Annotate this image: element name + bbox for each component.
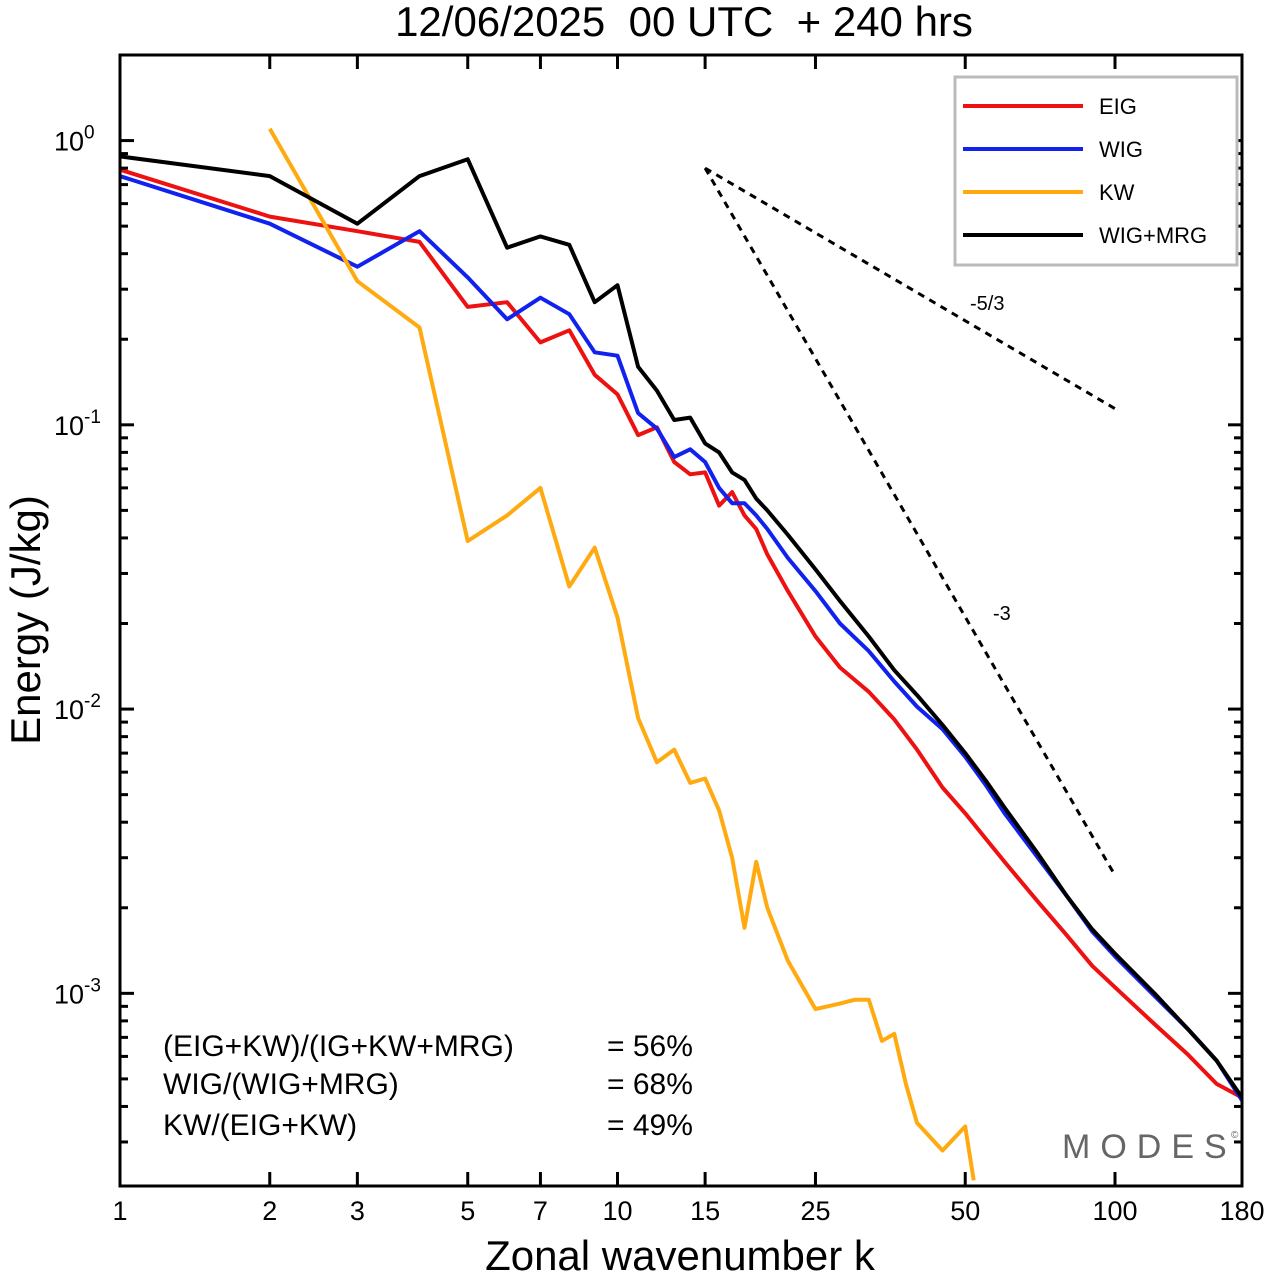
plot-frame [118,53,1244,1188]
x-tick-label: 25 [800,1196,830,1226]
copyright-mark: © [1231,1130,1239,1141]
series-line-wig-mrg [120,154,1242,1099]
x-tick-label: 2 [262,1196,277,1226]
series-line-eig [120,167,1242,1100]
legend: EIG WIG KW WIG+MRG [953,75,1239,267]
y-tick-label: 10-2 [54,691,101,725]
ratio-label: KW/(EIG+KW) [163,1109,357,1142]
ratio-value: = 56% [607,1030,693,1063]
reference-slope-label: -5/3 [970,293,1004,315]
x-tick-label: 7 [533,1196,548,1226]
ratio-value: = 68% [607,1068,693,1101]
y-tick-label: 100 [54,123,95,157]
x-tick-label: 10 [602,1196,632,1226]
chart-title: 12/06/2025 00 UTC + 240 hrs [395,0,973,45]
y-tick-label: 10-1 [54,407,101,441]
reference-slope-line [703,167,1117,877]
legend-label: WIG [1099,137,1143,162]
ratio-annotations: (EIG+KW)/(IG+KW+MRG) = 56% WIG/(WIG+MRG)… [163,1030,693,1142]
x-tick-label: 1 [112,1196,127,1226]
ratio-value: = 49% [607,1109,693,1142]
x-tick-label: 15 [690,1196,720,1226]
axis-ticks: 1 2 3 5 7 10 15 25 50 100 180 100 10-1 10-2 10-3 [54,53,1265,1226]
x-axis-label: Zonal wavenumber k [485,1232,876,1279]
ratio-label: WIG/(WIG+MRG) [163,1068,399,1101]
x-tick-label: 5 [460,1196,475,1226]
reference-slope-line [704,166,1116,410]
legend-label: WIG+MRG [1099,223,1207,248]
legend-label: EIG [1099,94,1137,119]
y-axis-label: Energy (J/kg) [2,495,49,745]
modes-watermark: MODES [1062,1128,1237,1166]
legend-label: KW [1099,180,1135,205]
reference-slope-label: -3 [993,603,1011,625]
ratio-label: (EIG+KW)/(IG+KW+MRG) [163,1030,514,1063]
series-layer [120,127,1242,1181]
y-tick-label: 10-3 [54,975,101,1009]
reference-slopes: -5/3 -3 [703,166,1117,877]
series-line-kw [268,127,976,1181]
x-tick-label: 100 [1092,1196,1137,1226]
x-tick-label: 3 [350,1196,365,1226]
x-tick-label: 50 [950,1196,980,1226]
x-tick-label: 180 [1219,1196,1264,1226]
